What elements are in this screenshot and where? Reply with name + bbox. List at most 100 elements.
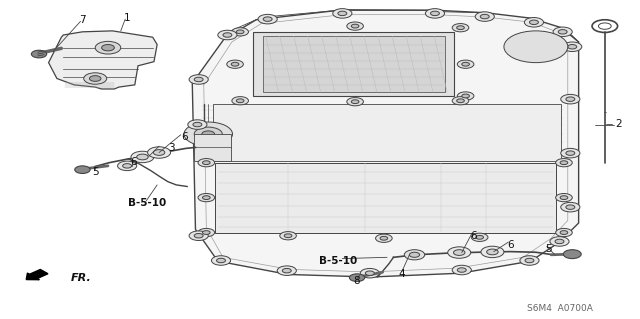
Circle shape: [202, 161, 210, 165]
Circle shape: [560, 196, 568, 199]
Text: 4: 4: [399, 270, 405, 279]
Text: 3: 3: [168, 143, 175, 153]
Circle shape: [280, 232, 296, 240]
Text: FR.: FR.: [71, 273, 92, 283]
Circle shape: [231, 62, 239, 66]
Circle shape: [31, 50, 47, 58]
Circle shape: [504, 31, 568, 63]
FancyArrow shape: [26, 270, 48, 280]
Circle shape: [431, 11, 440, 16]
Polygon shape: [253, 32, 454, 96]
Circle shape: [556, 194, 572, 202]
Circle shape: [560, 161, 568, 165]
Polygon shape: [49, 31, 157, 89]
Circle shape: [458, 60, 474, 68]
Polygon shape: [192, 10, 579, 277]
Circle shape: [448, 247, 470, 258]
Circle shape: [218, 30, 237, 40]
Circle shape: [524, 18, 543, 27]
Circle shape: [351, 100, 359, 104]
Circle shape: [561, 148, 580, 158]
Text: 6: 6: [470, 231, 477, 241]
Text: 1: 1: [124, 13, 131, 23]
Circle shape: [550, 237, 569, 246]
Circle shape: [232, 28, 248, 36]
Circle shape: [568, 45, 577, 49]
Circle shape: [202, 231, 210, 234]
Circle shape: [426, 9, 445, 18]
Circle shape: [232, 97, 248, 105]
Text: 2: 2: [616, 119, 622, 129]
Circle shape: [123, 164, 132, 168]
Circle shape: [236, 99, 244, 103]
Circle shape: [471, 233, 488, 241]
Circle shape: [194, 234, 203, 238]
Circle shape: [458, 268, 467, 272]
Circle shape: [131, 151, 154, 163]
Circle shape: [198, 159, 214, 167]
Circle shape: [189, 231, 208, 241]
Circle shape: [481, 246, 504, 258]
Text: 7: 7: [79, 15, 86, 26]
Circle shape: [553, 27, 572, 37]
Circle shape: [555, 239, 564, 244]
Circle shape: [376, 234, 392, 242]
Circle shape: [365, 271, 374, 275]
Circle shape: [198, 194, 214, 202]
Circle shape: [263, 17, 272, 21]
Circle shape: [457, 99, 465, 103]
Circle shape: [188, 120, 207, 129]
Circle shape: [457, 26, 465, 30]
Circle shape: [476, 235, 483, 239]
Circle shape: [338, 11, 347, 16]
Circle shape: [528, 43, 543, 50]
Circle shape: [84, 73, 107, 84]
Circle shape: [516, 37, 555, 56]
Circle shape: [556, 228, 572, 237]
Circle shape: [211, 256, 230, 265]
Circle shape: [202, 196, 210, 199]
Circle shape: [561, 94, 580, 104]
Circle shape: [198, 228, 214, 237]
Text: 6: 6: [181, 132, 188, 142]
Circle shape: [480, 14, 489, 19]
Circle shape: [282, 269, 291, 273]
Circle shape: [258, 14, 277, 24]
Circle shape: [458, 92, 474, 100]
Circle shape: [194, 77, 203, 82]
Text: 5: 5: [545, 244, 552, 254]
Circle shape: [566, 97, 575, 101]
Text: 8: 8: [354, 276, 360, 286]
Circle shape: [216, 258, 225, 263]
Circle shape: [452, 24, 468, 32]
Circle shape: [137, 154, 148, 160]
Circle shape: [529, 20, 538, 25]
Circle shape: [227, 60, 243, 68]
Circle shape: [486, 249, 498, 255]
Circle shape: [154, 150, 165, 155]
Circle shape: [193, 122, 202, 127]
Circle shape: [351, 24, 359, 28]
Polygon shape: [193, 134, 230, 161]
Circle shape: [102, 45, 115, 51]
Circle shape: [561, 202, 580, 212]
Text: S6M4  A0700A: S6M4 A0700A: [527, 304, 593, 313]
Polygon shape: [262, 36, 445, 92]
Text: B-5-10: B-5-10: [319, 256, 357, 265]
Circle shape: [347, 22, 364, 30]
Circle shape: [95, 41, 121, 54]
Circle shape: [333, 9, 352, 18]
Circle shape: [90, 76, 101, 81]
Circle shape: [202, 131, 214, 137]
Circle shape: [563, 42, 582, 51]
Circle shape: [347, 98, 364, 106]
Circle shape: [462, 62, 469, 66]
Circle shape: [462, 94, 469, 98]
Text: 5: 5: [92, 167, 99, 177]
Circle shape: [452, 97, 468, 105]
Circle shape: [118, 161, 137, 171]
Circle shape: [184, 122, 232, 146]
Circle shape: [520, 256, 539, 265]
Circle shape: [194, 127, 222, 141]
Circle shape: [475, 12, 494, 21]
